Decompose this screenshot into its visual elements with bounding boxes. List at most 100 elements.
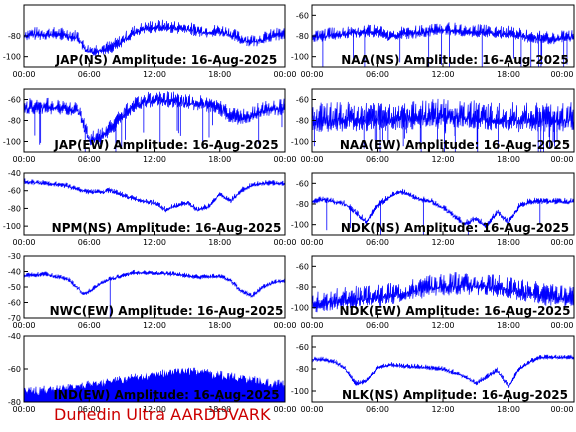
footer-caption: Dunedin Ultra AARDDVARK — [54, 405, 271, 424]
x-tick-label: 00:00 — [300, 405, 323, 414]
y-tick-label: -40 — [8, 332, 21, 341]
x-tick-label: 18:00 — [208, 155, 231, 164]
y-tick-label: -60 — [296, 179, 309, 188]
y-tick-label: -40 — [8, 169, 21, 178]
x-tick-label: 06:00 — [366, 70, 389, 79]
chart-panel-1: 00:00 06:00 12:00 18:00 00:00 -80 -100 JAP(NS) … — [3, 4, 297, 79]
x-tick-label: 00:00 — [273, 155, 296, 164]
x-tick-label: 12:00 — [431, 70, 454, 79]
x-tick-label: 18:00 — [497, 321, 520, 330]
chart-panel-8: 00:00 06:00 12:00 18:00 00:00 -60 -80 -100 NDK(E… — [291, 255, 575, 330]
x-tick-label: 12:00 — [143, 155, 166, 164]
y-tick-label: -80 — [296, 117, 309, 126]
x-tick-label: 06:00 — [78, 155, 101, 164]
x-tick-label: 12:00 — [143, 321, 166, 330]
y-tick-label: -60 — [296, 343, 309, 352]
x-tick-label: 00:00 — [273, 238, 296, 247]
x-tick-label: 00:00 — [550, 155, 573, 164]
x-tick-label: 18:00 — [208, 405, 231, 414]
chart-title: JAP(NS) Amplitude: 16-Aug-2025 — [55, 53, 277, 67]
chart-title: NPM(NS) Amplitude: 16-Aug-2025 — [52, 221, 282, 235]
x-tick-label: 12:00 — [431, 405, 454, 414]
x-tick-label: 00:00 — [300, 70, 323, 79]
y-tick-label: -60 — [8, 299, 21, 308]
y-tick-label: -100 — [3, 53, 21, 62]
y-tick-label: -80 — [8, 398, 21, 407]
y-tick-label: -80 — [8, 32, 21, 41]
x-tick-label: 12:00 — [143, 405, 166, 414]
x-tick-label: 00:00 — [300, 155, 323, 164]
y-tick-label: -100 — [291, 221, 309, 230]
series-line — [312, 272, 574, 313]
chart-panel-9: 00:00 06:00 12:00 18:00 00:00 -40 -60 -80 IND(EW… — [8, 332, 297, 414]
x-tick-label: 12:00 — [143, 70, 166, 79]
chart-title: JAP(EW) Amplitude: 16-Aug-2025 — [53, 138, 278, 152]
chart-panel-5: 00:00 06:00 12:00 18:00 00:00 -40 -60 -80 -100 NP… — [3, 169, 297, 247]
chart-title: NLK(NS) Amplitude: 16-Aug-2025 — [342, 388, 568, 402]
x-tick-label: 18:00 — [208, 70, 231, 79]
chart-panel-4: 00:00 06:00 12:00 18:00 00:00 -60 -80 -100 NAA(E… — [291, 88, 575, 164]
y-tick-label: -60 — [8, 96, 21, 105]
y-tick-label: -60 — [296, 262, 309, 271]
series-line — [312, 22, 574, 45]
x-tick-label: 06:00 — [78, 405, 101, 414]
x-tick-label: 00:00 — [550, 405, 573, 414]
x-tick-label: 12:00 — [143, 238, 166, 247]
x-tick-label: 00:00 — [550, 238, 573, 247]
x-tick-label: 00:00 — [12, 321, 35, 330]
x-tick-label: 18:00 — [208, 321, 231, 330]
x-tick-label: 00:00 — [273, 70, 296, 79]
x-tick-label: 06:00 — [78, 70, 101, 79]
y-tick-label: -60 — [296, 96, 309, 105]
series-line — [24, 178, 285, 213]
y-tick-label: -70 — [8, 314, 21, 323]
x-tick-label: 00:00 — [550, 70, 573, 79]
chart-panel-3: 00:00 06:00 12:00 18:00 00:00 -60 -80 -100 JAP(E… — [3, 88, 297, 164]
y-tick-label: -80 — [296, 200, 309, 209]
series-line — [312, 188, 574, 229]
x-tick-label: 00:00 — [12, 405, 35, 414]
y-tick-label: -80 — [296, 365, 309, 374]
x-tick-label: 06:00 — [78, 238, 101, 247]
y-tick-label: -60 — [8, 187, 21, 196]
x-tick-label: 18:00 — [497, 405, 520, 414]
series-line — [24, 367, 285, 402]
y-tick-label: -80 — [8, 204, 21, 213]
x-tick-label: 12:00 — [431, 238, 454, 247]
x-tick-label: 18:00 — [497, 155, 520, 164]
x-tick-label: 00:00 — [12, 238, 35, 247]
x-tick-label: 12:00 — [431, 321, 454, 330]
x-tick-label: 00:00 — [550, 321, 573, 330]
x-tick-label: 00:00 — [273, 405, 296, 414]
series-line — [24, 269, 285, 298]
chart-title: IND(EW) Amplitude: 16-Aug-2025 — [53, 388, 279, 402]
x-tick-label: 18:00 — [208, 238, 231, 247]
y-tick-label: -50 — [8, 283, 21, 292]
x-tick-label: 06:00 — [78, 321, 101, 330]
y-tick-label: -80 — [8, 117, 21, 126]
series-fill — [24, 367, 285, 402]
chart-panel-10: 00:00 06:00 12:00 18:00 00:00 -60 -80 -100 NLK(N… — [291, 335, 575, 414]
x-tick-label: 00:00 — [300, 321, 323, 330]
series-line — [24, 91, 285, 146]
chart-title: NWC(EW) Amplitude: 16-Aug-2025 — [50, 304, 284, 318]
x-tick-label: 00:00 — [273, 321, 296, 330]
x-tick-label: 18:00 — [497, 238, 520, 247]
series-line — [312, 98, 574, 133]
y-tick-label: -100 — [3, 138, 21, 147]
x-tick-label: 06:00 — [366, 405, 389, 414]
y-tick-label: -100 — [291, 53, 309, 62]
y-tick-label: -60 — [8, 365, 21, 374]
y-tick-label: -80 — [296, 283, 309, 292]
y-tick-label: -100 — [3, 222, 21, 231]
y-tick-label: -100 — [291, 304, 309, 313]
y-tick-label: -30 — [8, 252, 21, 261]
x-tick-label: 06:00 — [366, 155, 389, 164]
y-tick-label: -100 — [291, 138, 309, 147]
chart-panel-7: 00:00 06:00 12:00 18:00 00:00 -30 -40 -50 -60 -70… — [8, 252, 297, 330]
y-tick-label: -100 — [291, 387, 309, 396]
chart-panel-2: 00:00 06:00 12:00 18:00 00:00 -60 -80 -100 NAA(N… — [291, 4, 575, 79]
chart-title: NAA(NS) Amplitude: 16-Aug-2025 — [341, 53, 569, 67]
x-tick-label: 06:00 — [366, 321, 389, 330]
